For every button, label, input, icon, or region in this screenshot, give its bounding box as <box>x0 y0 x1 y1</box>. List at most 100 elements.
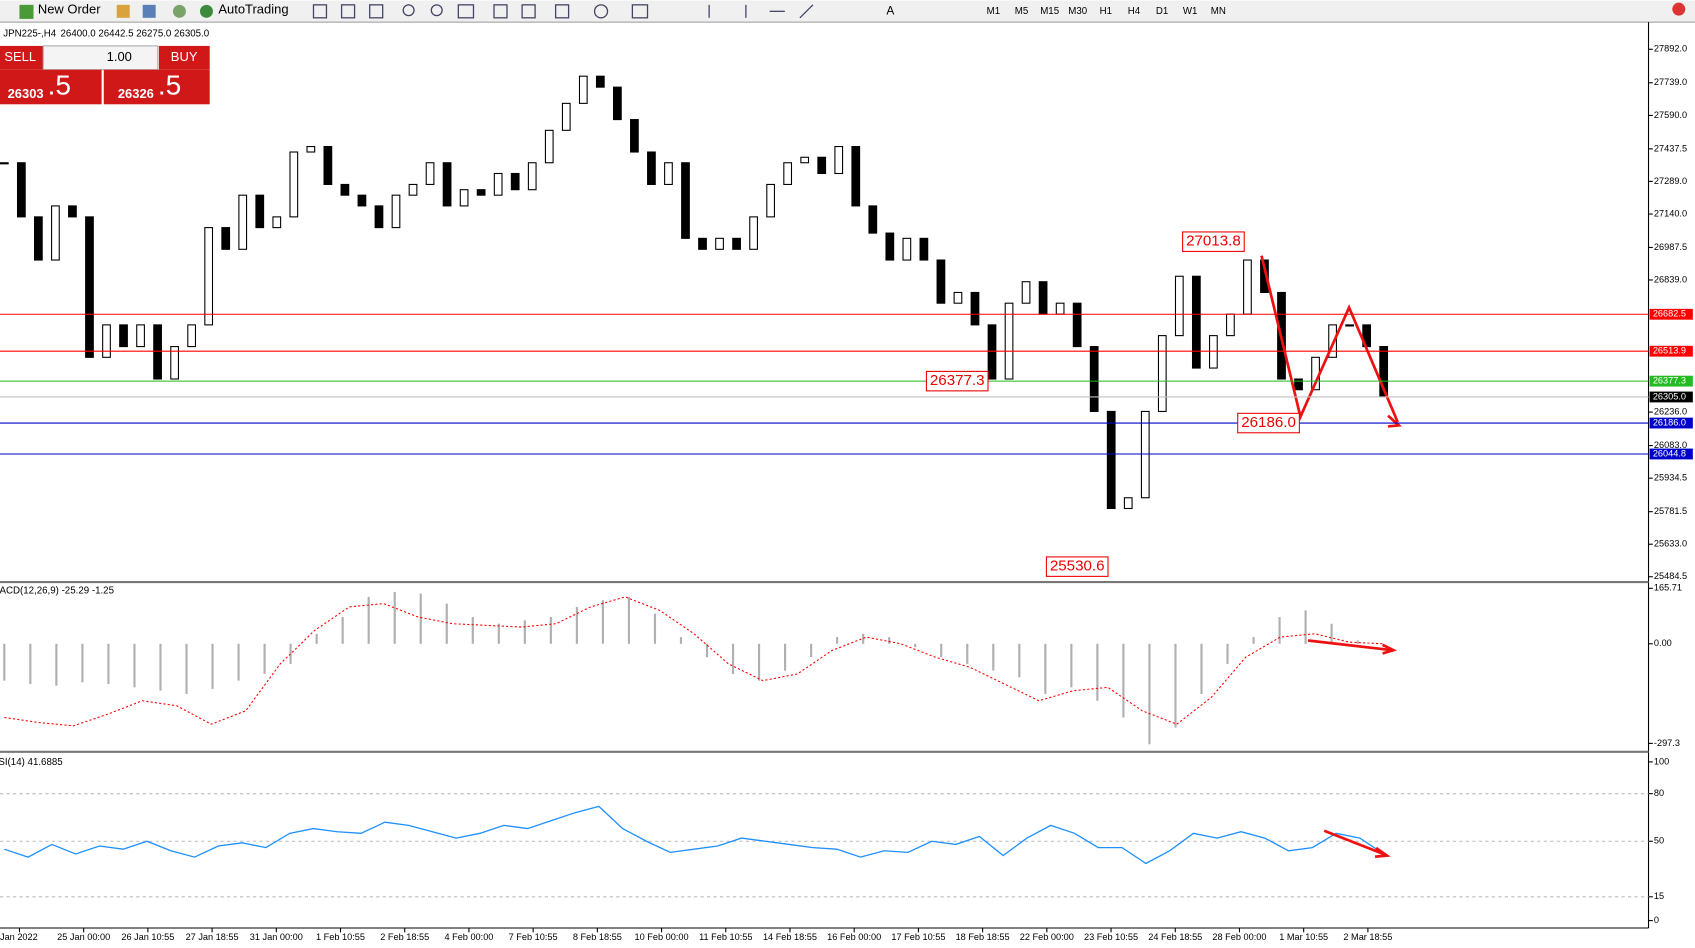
lot-value[interactable]: 1.00 <box>107 49 132 64</box>
candle <box>323 145 333 185</box>
y-tick-label: 0 <box>1654 915 1659 925</box>
y-tick-label: 15 <box>1654 891 1664 901</box>
y-tick-label: 27739.0 <box>1654 77 1687 87</box>
timeframe-button[interactable]: MN <box>1211 6 1226 17</box>
ask-price[interactable]: 26326 <box>118 86 154 101</box>
icon[interactable] <box>593 4 609 19</box>
candle <box>664 162 673 185</box>
drawn-arrows <box>1260 255 1402 859</box>
candle <box>255 194 265 229</box>
y-tick-label: 25781.5 <box>1654 506 1687 516</box>
timeframe-button[interactable]: M30 <box>1068 6 1088 17</box>
y-tick-label: 100 <box>1654 756 1669 766</box>
icon[interactable] <box>457 4 475 19</box>
candle <box>272 216 282 229</box>
timeframe-button[interactable]: M1 <box>987 6 1001 17</box>
bid-price[interactable]: 26303 <box>8 86 44 101</box>
ask-pip[interactable]: .5 <box>158 69 181 100</box>
notification[interactable] <box>1672 2 1686 16</box>
candle <box>578 75 588 104</box>
annotation-box <box>925 370 989 392</box>
icon[interactable] <box>799 4 814 19</box>
sell-label[interactable]: SELL <box>4 49 36 64</box>
macd-bar <box>393 591 396 644</box>
candle <box>1140 410 1150 499</box>
macd-bar <box>341 617 344 644</box>
candle <box>936 259 946 304</box>
candle <box>1226 313 1235 337</box>
buy-label[interactable]: BUY <box>171 49 198 64</box>
icon[interactable] <box>116 4 130 18</box>
auto-trading-icon[interactable] <box>199 4 213 18</box>
candle <box>1055 302 1065 315</box>
timeframe-button[interactable]: W1 <box>1183 6 1198 17</box>
trend-arrow <box>1260 255 1399 423</box>
macd-bar <box>133 643 136 688</box>
candle <box>408 183 418 196</box>
candle <box>630 119 639 153</box>
icon[interactable] <box>493 4 508 19</box>
macd-bar <box>1096 643 1099 701</box>
new-order-icon[interactable] <box>19 4 34 19</box>
icon[interactable] <box>340 4 356 19</box>
candle <box>340 183 350 196</box>
candle <box>885 232 895 261</box>
candle <box>493 172 503 196</box>
new-order-button[interactable]: New Order <box>38 2 101 17</box>
x-tick-label: 2 Feb 18:55 <box>380 932 429 942</box>
x-tick-label: 28 Feb 00:00 <box>1212 932 1266 942</box>
trade-panel: SELL 1.00 BUY 26303 .5 26326 .5 <box>0 45 210 105</box>
macd-bar <box>81 643 84 683</box>
price-level-tag <box>1649 345 1693 357</box>
x-tick-label: 10 Feb 00:00 <box>635 932 689 942</box>
macd-bar <box>940 643 943 658</box>
icon[interactable]: A <box>886 3 894 17</box>
price-level-label: 26305.0 <box>1653 391 1686 401</box>
candle <box>221 227 231 250</box>
macd-bar <box>289 643 292 664</box>
icon[interactable] <box>142 4 156 18</box>
icon[interactable] <box>521 4 536 19</box>
ask-box[interactable] <box>103 69 210 105</box>
candle <box>1021 281 1031 304</box>
annotation-label: 26377.3 <box>930 372 985 389</box>
icon[interactable] <box>554 4 570 19</box>
candle <box>204 227 214 326</box>
x-tick-label: 25 Jan 00:00 <box>57 932 110 942</box>
x-tick-label: 1 Feb 10:55 <box>316 932 365 942</box>
icon[interactable] <box>631 4 649 19</box>
y-tick-label: 26839.0 <box>1654 274 1687 284</box>
candle <box>119 324 128 348</box>
candle <box>136 324 145 348</box>
candle <box>476 189 486 196</box>
arrow-head <box>1387 414 1402 428</box>
y-tick-label: 25633.0 <box>1654 539 1687 549</box>
timeframe-button[interactable]: M15 <box>1040 6 1059 17</box>
macd-bar <box>1252 637 1255 644</box>
zoom-out[interactable] <box>430 4 443 17</box>
timeframe-button[interactable]: H4 <box>1128 6 1141 17</box>
timeframe-button[interactable]: D1 <box>1156 6 1168 17</box>
candle <box>425 162 435 185</box>
bid-pip[interactable]: .5 <box>48 69 71 100</box>
icon[interactable] <box>172 4 186 18</box>
lot-input[interactable] <box>42 45 159 71</box>
timeframe-button[interactable]: M5 <box>1015 6 1029 17</box>
annotation-label: 27013.8 <box>1186 233 1241 250</box>
buy-button[interactable] <box>158 45 210 70</box>
timeframe-button[interactable]: H1 <box>1100 6 1112 17</box>
candle <box>561 102 571 131</box>
y-tick-label: 27437.5 <box>1654 143 1687 153</box>
arrow-head <box>1374 846 1391 859</box>
bid-box[interactable] <box>0 69 102 105</box>
zoom-in[interactable] <box>402 4 415 17</box>
icon[interactable] <box>369 4 384 19</box>
sell-button[interactable] <box>0 45 44 70</box>
auto-trading-button[interactable]: AutoTrading <box>218 2 288 17</box>
icon[interactable] <box>312 4 328 19</box>
x-tick-label: 31 Jan 00:00 <box>250 932 303 942</box>
macd-bar <box>601 600 604 644</box>
candle <box>238 194 248 250</box>
macd-bar <box>55 643 58 686</box>
